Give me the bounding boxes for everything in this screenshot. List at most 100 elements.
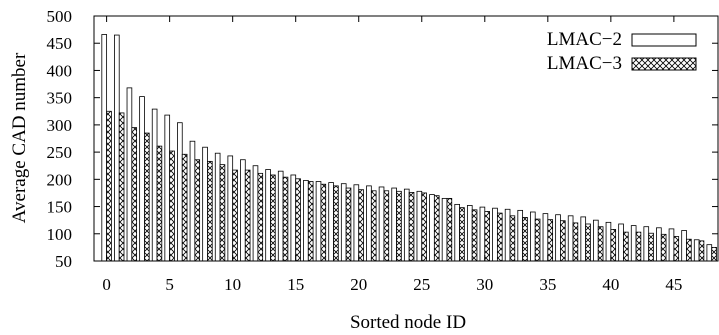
bar-lmac-3-17 bbox=[320, 183, 327, 262]
legend-label-lmac-3: LMAC−3 bbox=[547, 53, 622, 74]
bar-lmac-3-3 bbox=[144, 132, 150, 262]
y-tick-label: 150 bbox=[47, 198, 73, 217]
y-tick-label: 200 bbox=[47, 170, 73, 189]
bar-lmac-3-47 bbox=[698, 240, 705, 262]
bar-lmac-2-43 bbox=[643, 226, 650, 262]
bar-lmac-2-19 bbox=[340, 183, 347, 262]
bar-lmac-3-18 bbox=[333, 185, 339, 262]
bar-lmac-2-13 bbox=[265, 169, 271, 262]
x-tick-label: 40 bbox=[602, 275, 619, 294]
bar-lmac-3-16 bbox=[307, 181, 314, 262]
x-axis-title: Sorted node ID bbox=[350, 312, 466, 333]
x-tick-label: 15 bbox=[287, 275, 304, 294]
bar-lmac-3-12 bbox=[257, 172, 264, 262]
bar-lmac-2-34 bbox=[530, 211, 536, 262]
bar-lmac-2-31 bbox=[492, 207, 498, 262]
bar-lmac-2-30 bbox=[479, 206, 486, 262]
bar-lmac-2-11 bbox=[240, 159, 246, 262]
bar-lmac-3-43 bbox=[648, 232, 654, 262]
bar-lmac-3-10 bbox=[232, 169, 238, 262]
bar-lmac-2-10 bbox=[227, 155, 234, 262]
bar-lmac-2-0 bbox=[101, 34, 108, 262]
bar-lmac-3-7 bbox=[194, 159, 201, 262]
bar-lmac-3-0 bbox=[106, 110, 112, 262]
bar-lmac-3-33 bbox=[522, 217, 528, 262]
bar-lmac-2-42 bbox=[630, 225, 637, 262]
x-tick-label: 35 bbox=[539, 275, 556, 294]
bar-lmac-3-13 bbox=[270, 174, 276, 262]
bar-lmac-3-34 bbox=[534, 218, 541, 262]
bar-lmac-3-45 bbox=[673, 236, 680, 262]
bar-lmac-2-35 bbox=[542, 213, 549, 262]
bar-lmac-2-26 bbox=[429, 194, 435, 262]
bar-lmac-3-4 bbox=[156, 145, 163, 262]
bar-lmac-3-30 bbox=[484, 211, 490, 262]
bar-lmac-3-22 bbox=[383, 190, 390, 262]
bars-group bbox=[101, 34, 717, 262]
bar-lmac-2-38 bbox=[580, 216, 587, 262]
x-tick-label: 0 bbox=[102, 275, 111, 294]
bar-lmac-3-37 bbox=[572, 222, 579, 262]
bar-lmac-3-14 bbox=[282, 176, 289, 262]
bar-lmac-3-2 bbox=[131, 127, 138, 262]
bar-lmac-2-32 bbox=[504, 208, 511, 262]
bar-lmac-2-9 bbox=[214, 152, 221, 262]
bar-lmac-3-42 bbox=[635, 231, 642, 262]
bar-lmac-2-36 bbox=[555, 214, 561, 262]
bar-lmac-3-27 bbox=[446, 197, 453, 262]
bar-lmac-2-5 bbox=[164, 114, 171, 262]
bar-lmac-3-40 bbox=[610, 229, 617, 262]
bar-lmac-3-39 bbox=[597, 226, 604, 262]
y-tick-label: 50 bbox=[55, 252, 72, 271]
bar-lmac-2-14 bbox=[277, 170, 284, 262]
bar-lmac-2-44 bbox=[656, 227, 662, 262]
bar-lmac-2-8 bbox=[202, 146, 208, 262]
x-tick-label: 5 bbox=[165, 275, 174, 294]
bar-lmac-3-41 bbox=[623, 231, 629, 262]
bar-lmac-3-1 bbox=[118, 112, 125, 262]
bar-lmac-2-2 bbox=[126, 87, 133, 262]
legend-label-lmac-2: LMAC−2 bbox=[547, 29, 622, 50]
bar-lmac-2-46 bbox=[681, 230, 687, 262]
bar-lmac-3-48 bbox=[711, 246, 717, 262]
bar-lmac-3-19 bbox=[345, 187, 352, 262]
bar-lmac-3-29 bbox=[471, 209, 478, 262]
y-axis: 50 100 150 200 250 300 350 400 450 500 bbox=[47, 7, 718, 271]
y-tick-label: 250 bbox=[47, 143, 73, 162]
bar-lmac-3-23 bbox=[396, 190, 402, 262]
bar-lmac-3-21 bbox=[370, 190, 377, 262]
bar-lmac-3-9 bbox=[219, 164, 226, 262]
bar-lmac-2-48 bbox=[706, 244, 713, 262]
bar-lmac-3-15 bbox=[295, 178, 301, 262]
bar-lmac-3-44 bbox=[660, 233, 667, 262]
y-tick-label: 350 bbox=[47, 89, 73, 108]
legend-swatch-lmac-3 bbox=[631, 57, 697, 71]
bar-lmac-2-21 bbox=[366, 185, 372, 262]
bar-lmac-3-24 bbox=[408, 191, 415, 262]
bar-lmac-2-45 bbox=[668, 228, 675, 262]
bar-lmac-2-3 bbox=[139, 96, 145, 262]
bar-lmac-3-20 bbox=[358, 189, 364, 262]
bar-lmac-2-40 bbox=[605, 221, 612, 262]
bar-lmac-2-23 bbox=[391, 187, 397, 262]
bar-lmac-2-12 bbox=[252, 165, 259, 262]
bar-lmac-3-6 bbox=[181, 153, 188, 262]
y-tick-label: 500 bbox=[47, 7, 73, 26]
x-tick-label: 10 bbox=[224, 275, 241, 294]
bar-lmac-3-31 bbox=[496, 212, 503, 262]
y-axis-title: Average CAD number bbox=[9, 52, 30, 223]
x-tick-label: 25 bbox=[413, 275, 430, 294]
bar-lmac-2-41 bbox=[618, 223, 624, 262]
x-tick-label: 20 bbox=[350, 275, 367, 294]
plot-frame bbox=[93, 15, 719, 262]
bar-lmac-2-15 bbox=[290, 174, 297, 262]
bar-lmac-3-11 bbox=[244, 169, 251, 262]
bar-lmac-3-32 bbox=[509, 215, 516, 262]
bar-lmac-3-8 bbox=[207, 160, 213, 262]
legend: LMAC−2 LMAC−3 bbox=[547, 29, 697, 74]
bar-lmac-2-29 bbox=[466, 205, 473, 262]
bar-lmac-2-4 bbox=[151, 108, 158, 262]
bar-lmac-3-25 bbox=[421, 192, 427, 262]
bar-lmac-2-25 bbox=[416, 190, 423, 262]
